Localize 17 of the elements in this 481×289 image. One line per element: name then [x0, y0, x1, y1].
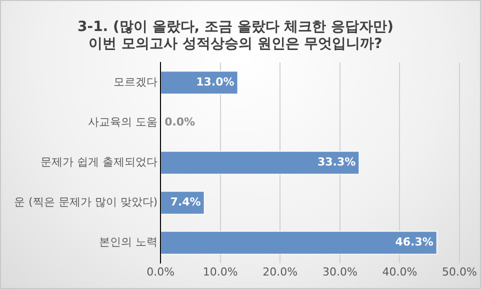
data-label: 0.0%	[164, 116, 196, 129]
y-tick-label: 사교육의 도움	[88, 116, 158, 129]
x-tick-label: 40.0%	[382, 265, 418, 278]
chart-title: 3-1. (많이 올랐다, 조금 올랐다 체크한 응답자만) 이번 모의고사 성적상승의 원인은 무엇입니까?	[78, 19, 394, 52]
x-tick-label: 10.0%	[202, 265, 238, 278]
data-label: 46.3%	[395, 236, 434, 249]
x-tick-label: 20.0%	[262, 265, 298, 278]
y-tick-label: 모르겠다	[114, 75, 158, 88]
y-tick-label: 본인의 노력	[99, 236, 158, 249]
x-tick-label: 30.0%	[322, 265, 358, 278]
y-tick-label: 운 (찍은 문제가 많이 맞았다)	[14, 196, 158, 209]
data-label: 13.0%	[196, 75, 234, 88]
x-tick-label: 50.0%	[442, 265, 478, 278]
data-label: 33.3%	[318, 156, 356, 169]
data-label: 7.4%	[170, 196, 201, 209]
y-tick-label: 문제가 쉽게 출제되었다	[40, 156, 158, 169]
x-tick-label: 0.0%	[146, 265, 175, 278]
